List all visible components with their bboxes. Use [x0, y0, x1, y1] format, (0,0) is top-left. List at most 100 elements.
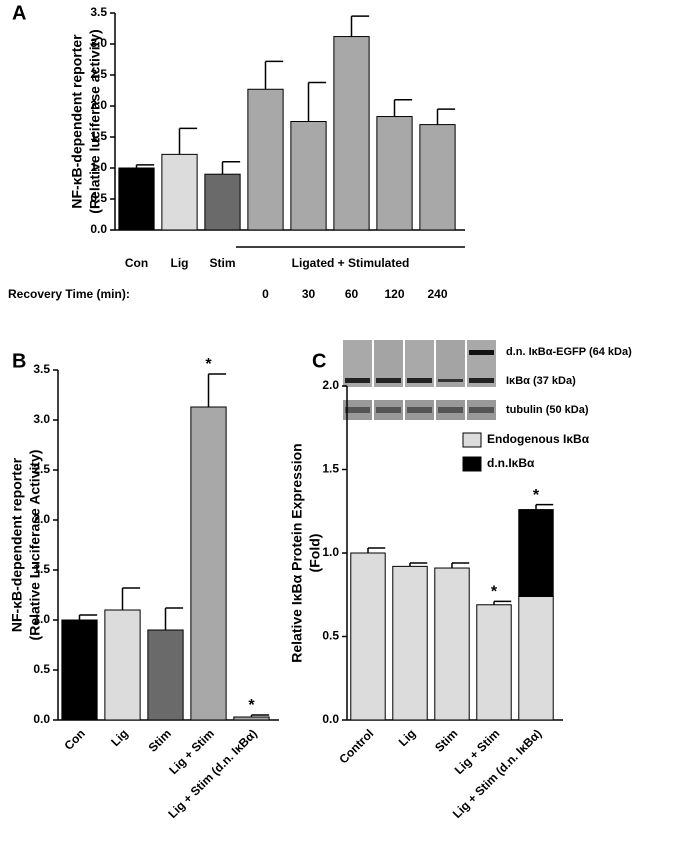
error-bar [535, 503, 554, 510]
y-tick-label: 1.5 [322, 462, 339, 476]
y-tick-label: 2.0 [33, 512, 50, 526]
error-bar [178, 127, 198, 155]
legend-swatch [462, 456, 482, 472]
panel-letter: B [12, 350, 26, 372]
blot-band [407, 378, 432, 383]
panel-letter: C [312, 350, 326, 372]
x-tick-label: Stim [146, 726, 174, 754]
error-bar [250, 714, 270, 717]
x-tick-label: Con [61, 726, 87, 752]
y-axis-label: NF-κB-dependent reporter [9, 457, 25, 632]
error-bar [350, 15, 370, 37]
x-tick-label: Control [336, 726, 376, 766]
bar [204, 173, 241, 231]
error-bar [493, 600, 512, 605]
error-bar [164, 607, 184, 630]
bar-segment [350, 552, 386, 721]
y-tick-label: 0.5 [90, 191, 107, 205]
significance-marker: * [205, 356, 212, 373]
panel-letter: A [12, 2, 26, 24]
y-tick-label: 0.0 [90, 222, 107, 236]
bar-segment [518, 509, 554, 597]
bar-segment [434, 567, 470, 721]
legend-swatch [462, 432, 482, 448]
y-tick-label: 0.5 [33, 662, 50, 676]
y-axis-label: (Relative Luciferase Activity) [27, 450, 43, 641]
significance-marker: * [248, 697, 255, 714]
blot-band [407, 407, 432, 413]
y-tick-label: 3.0 [33, 412, 50, 426]
y-tick-label: 1.0 [322, 545, 339, 559]
legend-label: Endogenous IκBα [487, 432, 590, 446]
bar [104, 609, 141, 721]
x-tick-label: Lig [171, 256, 189, 270]
y-tick-label: 3.5 [33, 362, 50, 376]
y-axis-label: NF-κB-dependent reporter [69, 34, 85, 209]
y-tick-label: 3.0 [90, 36, 107, 50]
bar [118, 167, 155, 231]
y-axis-label: Relative IκBα Protein Expression [289, 443, 305, 662]
error-bar [393, 99, 413, 117]
y-tick-label: 0.0 [33, 712, 50, 726]
significance-marker: * [533, 487, 540, 504]
bar [190, 406, 227, 721]
western-blot [343, 340, 496, 420]
error-bar [121, 587, 141, 610]
bar-segment [518, 595, 554, 721]
x-tick-label: Con [125, 256, 148, 270]
error-bar [367, 547, 386, 553]
recovery-time: 240 [427, 287, 447, 301]
error-bar [207, 373, 227, 407]
blot-label: IκBα (37 kDa) [506, 375, 576, 387]
blot-band [376, 407, 401, 413]
blot-label: tubulin (50 kDa) [506, 404, 589, 416]
blot-band [345, 378, 370, 383]
recovery-time: 120 [384, 287, 404, 301]
bar [161, 153, 198, 231]
y-tick-label: 2.5 [90, 67, 107, 81]
x-tick-label: Lig + Stim (d.n. IκBα) [165, 726, 260, 821]
recovery-time: 30 [302, 287, 316, 301]
blot-label: d.n. IκBα-EGFP (64 kDa) [506, 346, 632, 358]
bar [419, 124, 456, 231]
x-tick-label: Lig [108, 726, 131, 749]
error-bar [436, 108, 456, 125]
blot-band [438, 407, 463, 413]
blot-band [469, 407, 494, 413]
error-bar [409, 562, 428, 567]
error-bar [78, 614, 98, 620]
y-tick-label: 2.0 [322, 378, 339, 392]
error-bar [307, 81, 327, 122]
error-bar [221, 161, 241, 175]
y-axis-label: (Fold) [307, 534, 323, 573]
y-tick-label: 0.0 [322, 712, 339, 726]
error-bar [264, 60, 284, 90]
blot-band [438, 379, 463, 382]
y-tick-label: 2.5 [33, 462, 50, 476]
bar-segment [476, 604, 512, 721]
bar [147, 629, 184, 721]
y-tick-label: 3.5 [90, 5, 107, 19]
blot-band [376, 378, 401, 383]
y-tick-label: 1.0 [90, 160, 107, 174]
bar [376, 116, 413, 231]
y-tick-label: 1.5 [90, 129, 107, 143]
group-label: Ligated + Stimulated [292, 256, 410, 270]
y-tick-label: 1.5 [33, 562, 50, 576]
y-tick-label: 2.0 [90, 98, 107, 112]
x-tick-label: Lig [396, 726, 419, 749]
x-tick-label: Stim [432, 726, 460, 754]
recovery-time: 0 [262, 287, 269, 301]
y-tick-label: 1.0 [33, 612, 50, 626]
x-tick-label: Stim [209, 256, 235, 270]
error-bar [135, 164, 155, 168]
y-tick-label: 0.5 [322, 629, 339, 643]
recovery-time: 60 [345, 287, 359, 301]
bar [233, 716, 270, 721]
bar-segment [392, 565, 428, 721]
blot-band [469, 378, 494, 383]
bar [290, 121, 327, 231]
significance-marker: * [491, 584, 498, 601]
blot-band [469, 350, 494, 355]
